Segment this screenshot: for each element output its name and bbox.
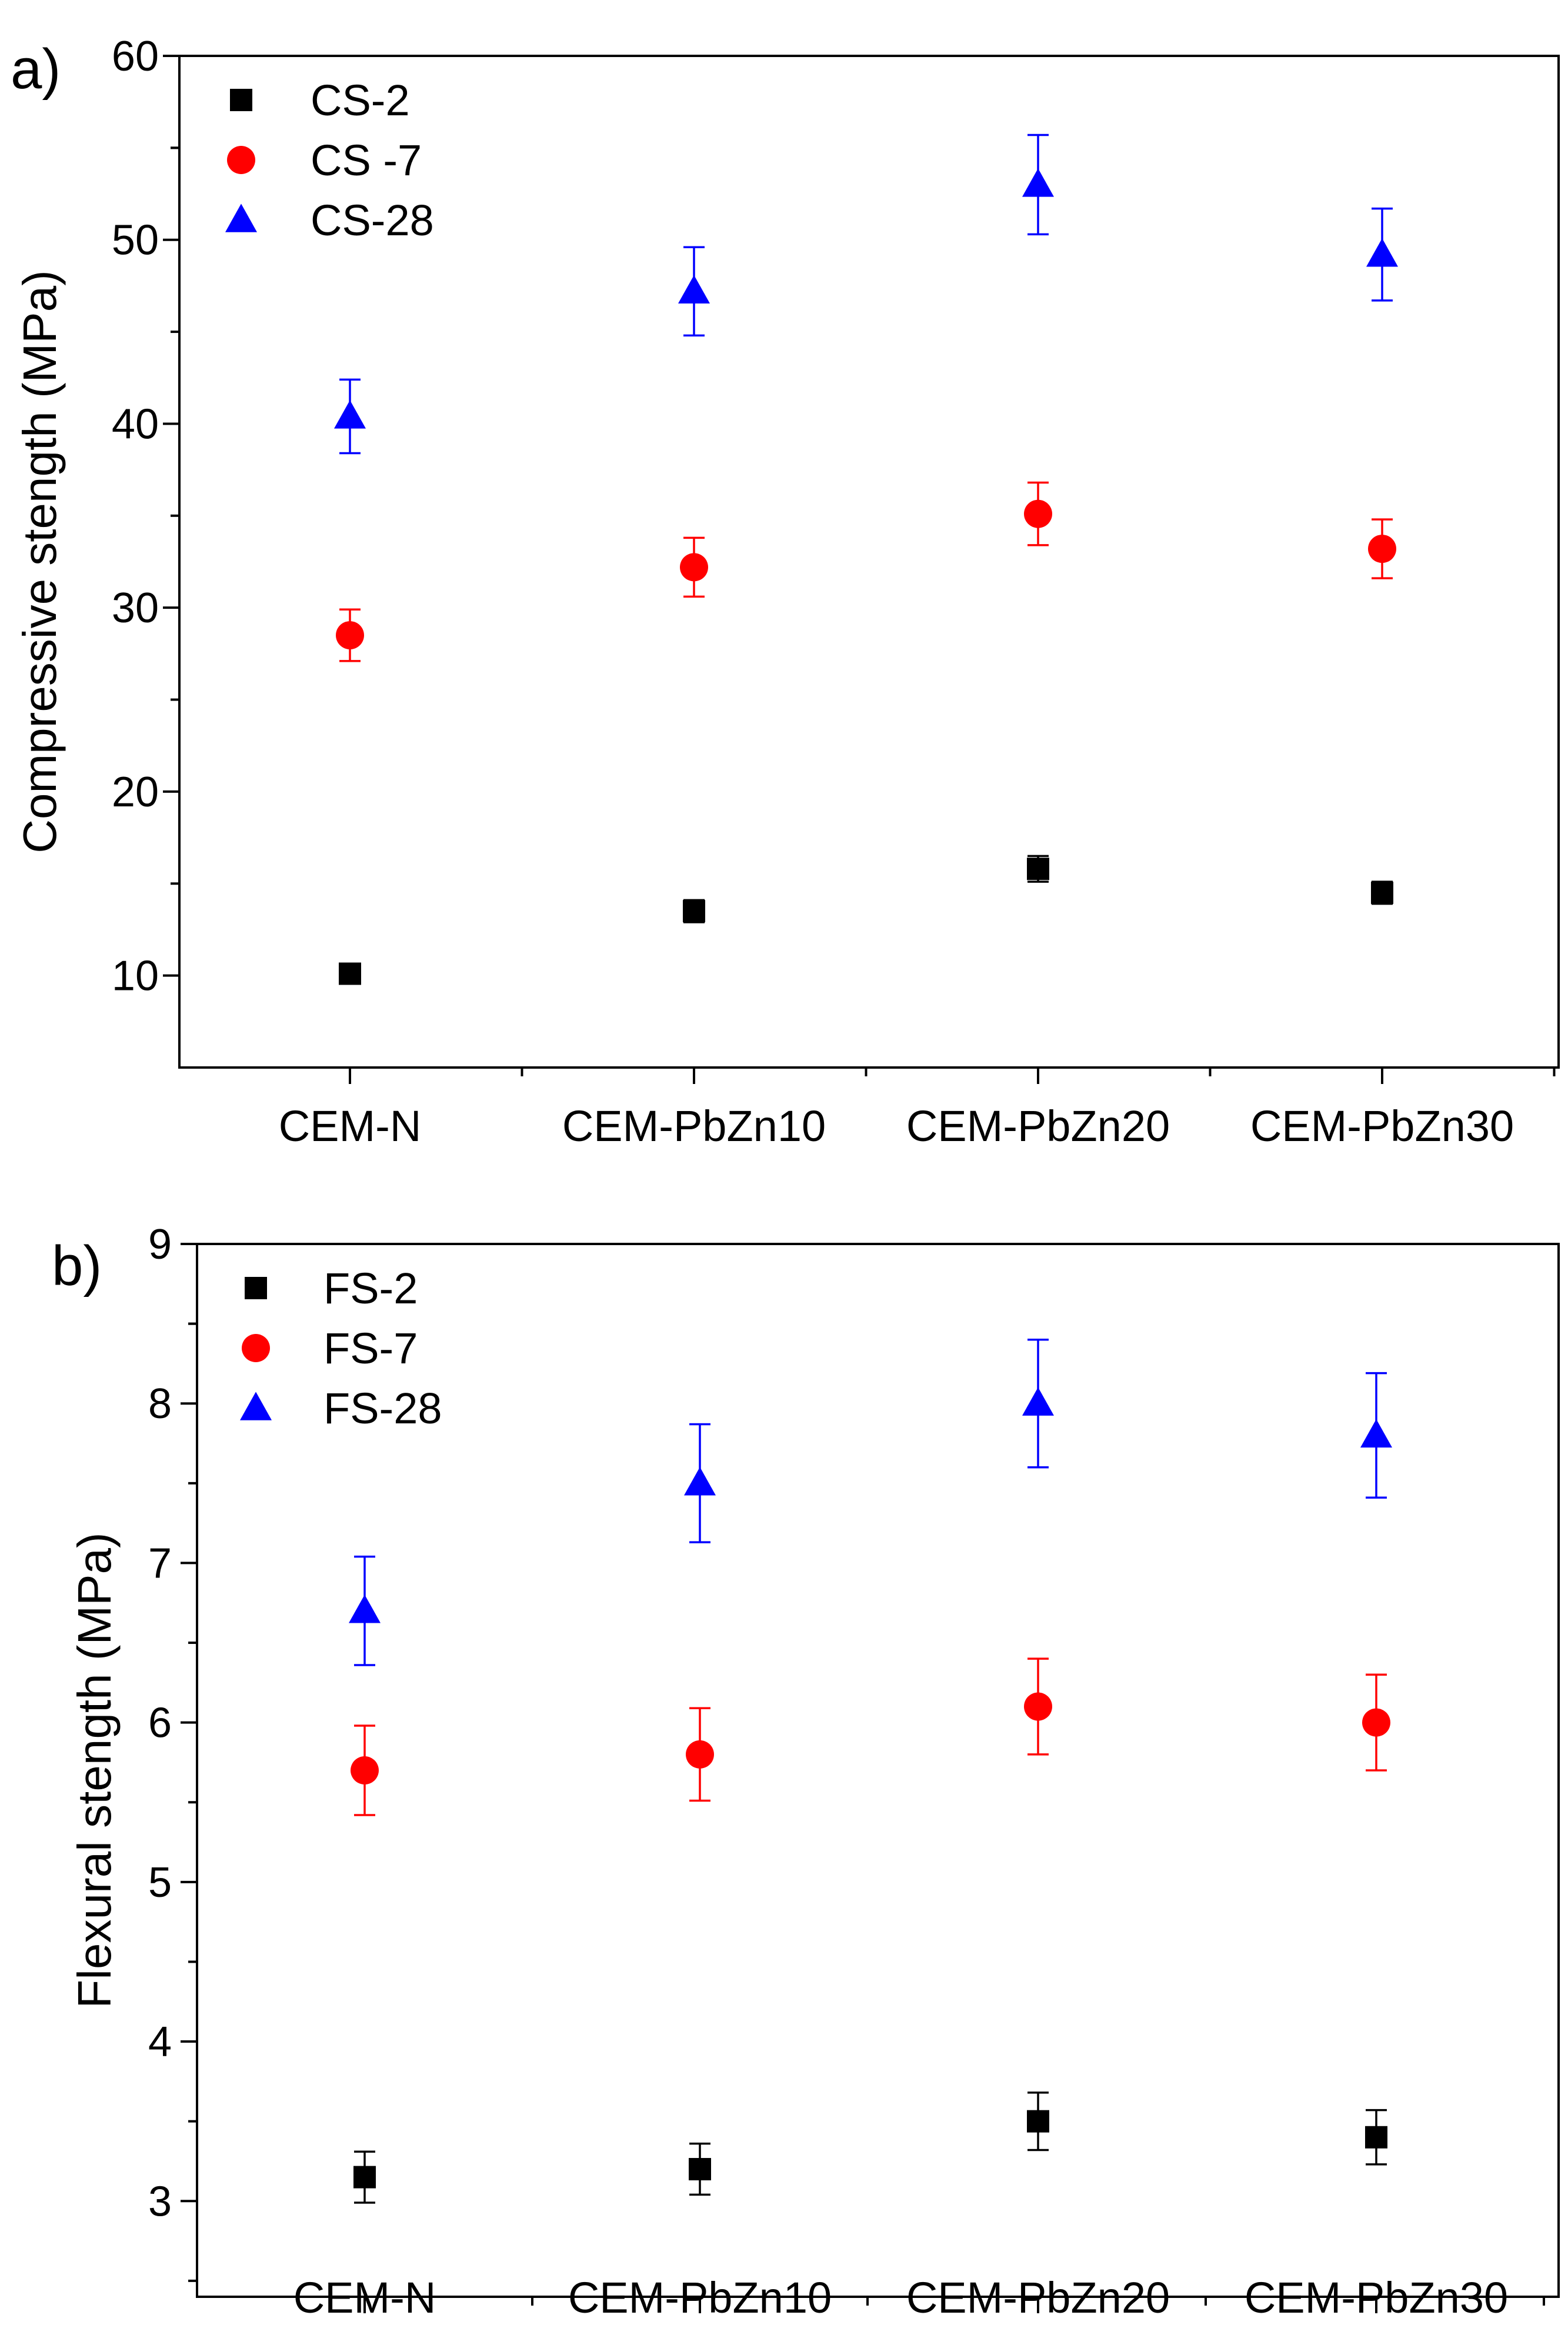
- data-point: [336, 621, 364, 650]
- legend-marker: [230, 89, 252, 111]
- y-tick-label: 6: [148, 1700, 172, 1747]
- data-point: [1027, 2110, 1049, 2133]
- data-point: [1366, 238, 1398, 267]
- chart-panel-b: b) 3 4 5 6 7 8 9 Flexural stength (MPa) CEM-N CEM-…: [52, 1221, 1560, 2322]
- data-point: [678, 275, 710, 303]
- data-point: [689, 2158, 711, 2181]
- legend-label: FS-7: [323, 1324, 418, 1373]
- y-tick-label: 50: [112, 217, 159, 264]
- data-point: [1365, 2126, 1387, 2149]
- data-point: [680, 553, 708, 582]
- y-tick-label: 60: [112, 33, 159, 80]
- y-tick-label: 3: [148, 2178, 172, 2225]
- x-tick-label: CEM-N: [293, 2273, 436, 2322]
- legend: FS-2 FS-7 FS-28: [240, 1264, 442, 1433]
- y-tick-label: 7: [148, 1540, 172, 1587]
- y-tick-label: 20: [112, 769, 159, 816]
- y-tick-label: 10: [112, 953, 159, 1000]
- data-point: [351, 1756, 379, 1784]
- legend-label: FS-2: [323, 1264, 418, 1313]
- data-point: [334, 400, 366, 429]
- legend-label: CS-28: [311, 196, 434, 245]
- y-tick-label: 4: [148, 2019, 172, 2066]
- x-tick-label: CEM-PbZn20: [906, 1102, 1170, 1150]
- data-point: [1360, 1419, 1392, 1448]
- y-tick-label: 9: [148, 1221, 172, 1268]
- data-point: [1022, 168, 1054, 197]
- data-point: [353, 2166, 376, 2189]
- data-point: [339, 962, 361, 985]
- data-point: [1024, 499, 1052, 528]
- legend-marker: [225, 204, 257, 232]
- data-point: [349, 1595, 381, 1623]
- y-tick-label: 8: [148, 1380, 172, 1427]
- plot-frame: [178, 55, 1560, 1069]
- legend-marker: [242, 1334, 270, 1362]
- x-tick-label: CEM-PbZn10: [562, 1102, 826, 1150]
- series-cs-28: [334, 134, 1398, 455]
- legend: CS-2 CS -7 CS-28: [225, 76, 434, 245]
- series-fs-2: [353, 2092, 1387, 2204]
- legend-marker: [245, 1277, 267, 1299]
- data-point: [1368, 535, 1396, 563]
- series-cs-7: [336, 481, 1396, 662]
- data-point: [1027, 858, 1049, 880]
- series-fs-7: [351, 1657, 1390, 1816]
- y-tick-label: 30: [112, 585, 159, 632]
- data-point: [683, 900, 705, 923]
- legend-label: CS-2: [311, 76, 410, 125]
- x-tick-label: CEM-PbZn10: [568, 2273, 832, 2322]
- data-point: [1371, 881, 1393, 904]
- data-point: [1362, 1708, 1390, 1737]
- legend-label: CS -7: [311, 136, 422, 185]
- panel-label: b): [52, 1235, 102, 1297]
- data-point: [684, 1467, 716, 1496]
- y-tick-label: 5: [148, 1859, 172, 1906]
- x-tick-label: CEM-PbZn30: [1250, 1102, 1514, 1150]
- data-point: [1022, 1387, 1054, 1416]
- plot-frame: [196, 1243, 1560, 2298]
- x-tick-label: CEM-N: [279, 1102, 422, 1150]
- legend-marker: [227, 146, 255, 174]
- series-fs-28: [349, 1338, 1392, 1666]
- y-axis-title: Compressive stength (MPa): [14, 270, 66, 853]
- series-cs-2: [339, 855, 1393, 985]
- data-point: [1024, 1692, 1052, 1721]
- chart-panel-a: a) 10 20 30 40 50 60 Compressive stength (MPa) C…: [11, 33, 1560, 1150]
- y-axis-title: Flexural stength (MPa): [68, 1532, 121, 2008]
- x-tick-label: CEM-PbZn20: [906, 2273, 1170, 2322]
- data-point: [686, 1740, 714, 1769]
- y-tick-label: 40: [112, 401, 159, 448]
- legend-label: FS-28: [323, 1384, 442, 1433]
- x-tick-label: CEM-PbZn30: [1245, 2273, 1508, 2322]
- panel-label: a): [11, 38, 61, 101]
- legend-marker: [240, 1392, 272, 1420]
